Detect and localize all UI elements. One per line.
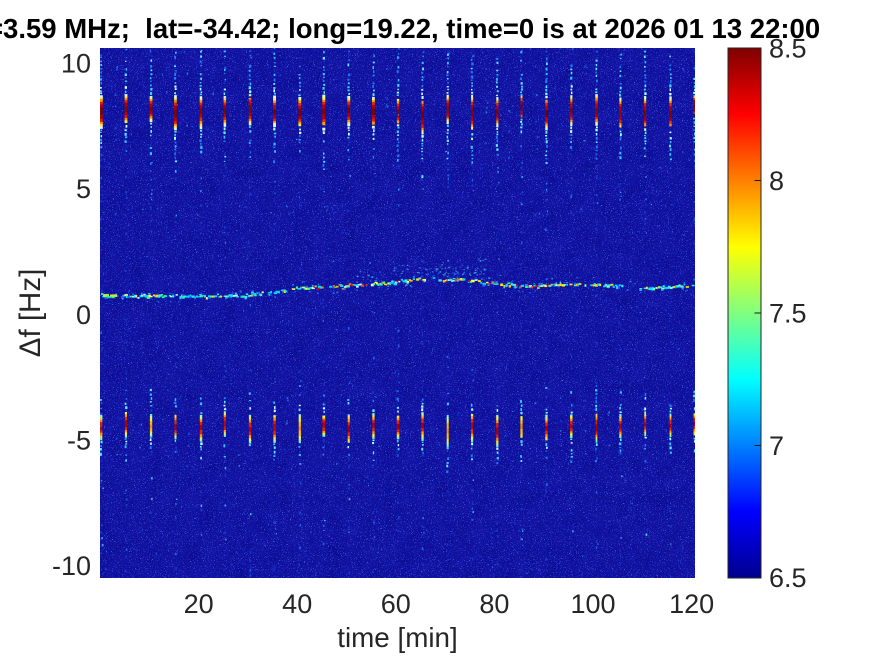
svg-text:Δf [Hz]: Δf [Hz] xyxy=(14,269,47,358)
svg-text:6.5: 6.5 xyxy=(769,563,807,593)
svg-text:80: 80 xyxy=(479,589,509,619)
svg-text:-10: -10 xyxy=(52,551,91,581)
svg-text:time [min]: time [min] xyxy=(337,622,457,653)
svg-text:10: 10 xyxy=(61,49,91,79)
svg-text:60: 60 xyxy=(381,589,411,619)
svg-text:7.5: 7.5 xyxy=(769,299,807,329)
svg-text:100: 100 xyxy=(570,589,615,619)
svg-text:8: 8 xyxy=(769,166,784,196)
svg-text:20: 20 xyxy=(184,589,214,619)
svg-text:40: 40 xyxy=(282,589,312,619)
svg-text:-5: -5 xyxy=(67,425,91,455)
svg-text:5: 5 xyxy=(76,174,91,204)
svg-text:0: 0 xyxy=(76,300,91,330)
svg-text:7: 7 xyxy=(769,431,784,461)
svg-text:8.5: 8.5 xyxy=(769,34,807,64)
svg-text:=3.59 MHz; lat=-34.42; long=1: =3.59 MHz; lat=-34.42; long=19.22, time=… xyxy=(0,13,820,44)
svg-text:120: 120 xyxy=(669,589,714,619)
